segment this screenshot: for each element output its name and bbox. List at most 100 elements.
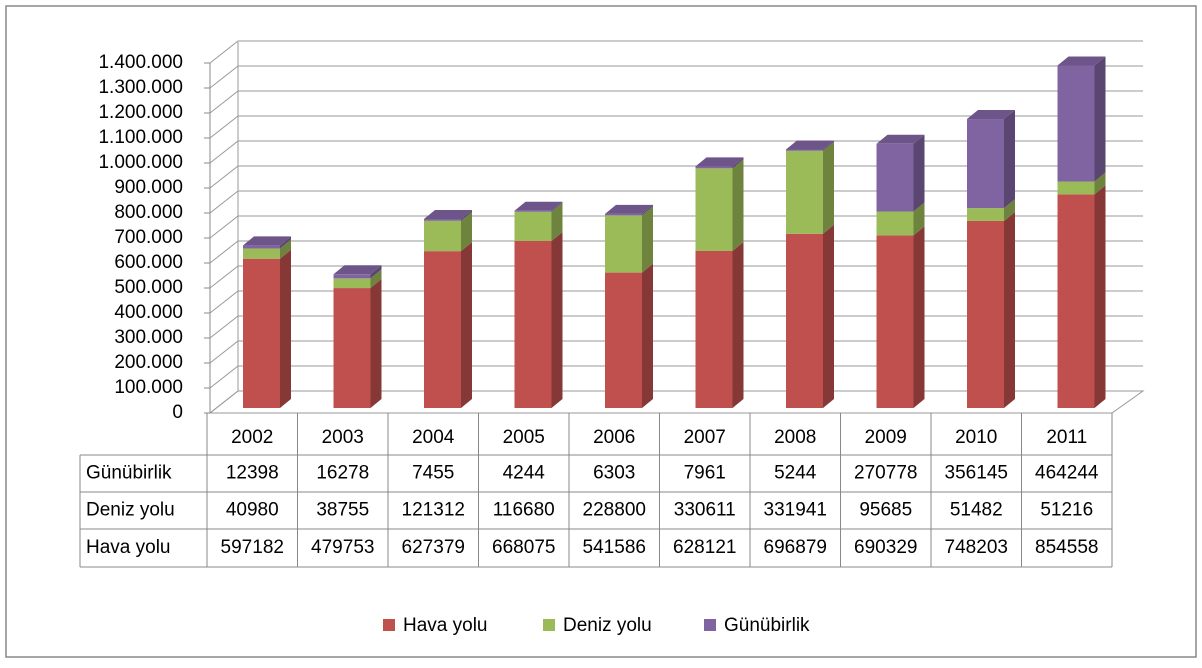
y-tick-label: 900.000 [114, 177, 183, 198]
legend-swatch [543, 619, 555, 631]
bar-front [876, 211, 914, 236]
bar-segment [967, 211, 1015, 408]
bar-side [461, 211, 472, 252]
table-cell: 854558 [1035, 537, 1098, 558]
bar-segment [424, 242, 472, 408]
table-cell: 356145 [945, 463, 1008, 484]
bar-segment [695, 159, 744, 251]
bar-top [605, 204, 653, 214]
table-cell: 668075 [492, 537, 555, 558]
x-tick-label: 2004 [412, 427, 455, 448]
bar-side [370, 269, 382, 289]
grid-line [209, 165, 1143, 189]
grid-line [209, 265, 1143, 289]
grid-line [209, 315, 1143, 339]
bar-side [1004, 199, 1015, 221]
bar-side [1094, 56, 1106, 182]
bar-top [243, 236, 291, 246]
bar-side [551, 201, 563, 212]
table-cell: 40980 [226, 500, 279, 521]
bar-side [370, 279, 382, 408]
table-cell: 270778 [854, 463, 917, 484]
bar-segment [514, 231, 563, 408]
bar-top [967, 110, 1015, 120]
x-tick-label: 2011 [1046, 427, 1087, 448]
bar-segment [876, 202, 925, 236]
bar-front [876, 235, 914, 408]
grid-line [209, 390, 1143, 414]
bar-top [786, 140, 834, 150]
y-tick-label: 1.300.000 [98, 77, 183, 98]
bar-front [243, 258, 280, 408]
bar-side [1004, 110, 1015, 209]
bar-segment [424, 211, 472, 252]
table-cell: 6303 [593, 463, 635, 484]
bar-front [514, 210, 552, 212]
y-tick-label: 1.200.000 [98, 102, 183, 123]
y-tick-label: 1.100.000 [98, 127, 183, 148]
grid-line [209, 40, 1143, 64]
y-tick-label: 800.000 [114, 202, 183, 223]
bar-side [642, 206, 653, 273]
bar-front [1057, 65, 1095, 182]
bar-side [732, 159, 744, 251]
table-cell: 597182 [221, 537, 284, 558]
x-tick-label: 2010 [955, 427, 997, 448]
bar-front [967, 208, 1004, 221]
bar-segment [605, 204, 653, 216]
y-tick-label: 100.000 [114, 377, 183, 398]
table-cell: 16278 [316, 463, 369, 484]
bar-top [514, 201, 563, 211]
legend-label: Günübirlik [724, 615, 810, 636]
bar-front [786, 149, 823, 151]
table-row-header: Hava yolu [86, 537, 171, 558]
grid-line [209, 215, 1143, 239]
bar-side [280, 249, 291, 408]
y-tick-label: 1.400.000 [98, 52, 183, 73]
bar-side [823, 141, 834, 234]
bar-front [695, 250, 733, 408]
table-cell: 696879 [764, 537, 827, 558]
table-cell: 51482 [950, 500, 1003, 521]
y-tick-label: 0 [172, 402, 183, 423]
x-tick-label: 2007 [684, 427, 726, 448]
table-cell: 331941 [764, 500, 827, 521]
bar-segment [876, 134, 925, 212]
bar-front [695, 168, 733, 251]
bar-segment [243, 239, 291, 259]
bar-segment [333, 279, 382, 408]
bar-segment [243, 249, 291, 408]
y-tick-label: 600.000 [114, 252, 183, 273]
table-row-header: Deniz yolu [86, 500, 175, 521]
bar-front [243, 245, 280, 249]
chart-border [5, 5, 1197, 658]
table-cell: 95685 [859, 500, 912, 521]
bar-top [1057, 56, 1106, 66]
bar-side [280, 239, 291, 259]
table-cell: 690329 [854, 537, 917, 558]
bar-top [695, 157, 744, 167]
y-tick-label: 400.000 [114, 302, 183, 323]
grid-line [209, 190, 1143, 214]
grid-line [209, 340, 1143, 364]
bar-front [786, 233, 823, 408]
table-cell: 38755 [316, 500, 369, 521]
bar-front [333, 274, 371, 279]
y-tick-label: 1.000.000 [98, 152, 183, 173]
bar-front [424, 251, 461, 408]
table-cell: 628121 [673, 537, 736, 558]
bar-front [786, 150, 823, 234]
bar-front [333, 278, 371, 289]
bar-segment [514, 201, 563, 212]
y-tick-label: 300.000 [114, 327, 183, 348]
bar-side [732, 157, 744, 169]
bar-side [370, 265, 382, 279]
table-cell: 51216 [1040, 500, 1093, 521]
legend-label: Deniz yolu [563, 615, 652, 636]
bar-front [605, 213, 642, 216]
bar-front [424, 220, 461, 252]
bar-front [243, 248, 280, 259]
legend-swatch [704, 619, 716, 631]
bar-front [424, 218, 461, 221]
